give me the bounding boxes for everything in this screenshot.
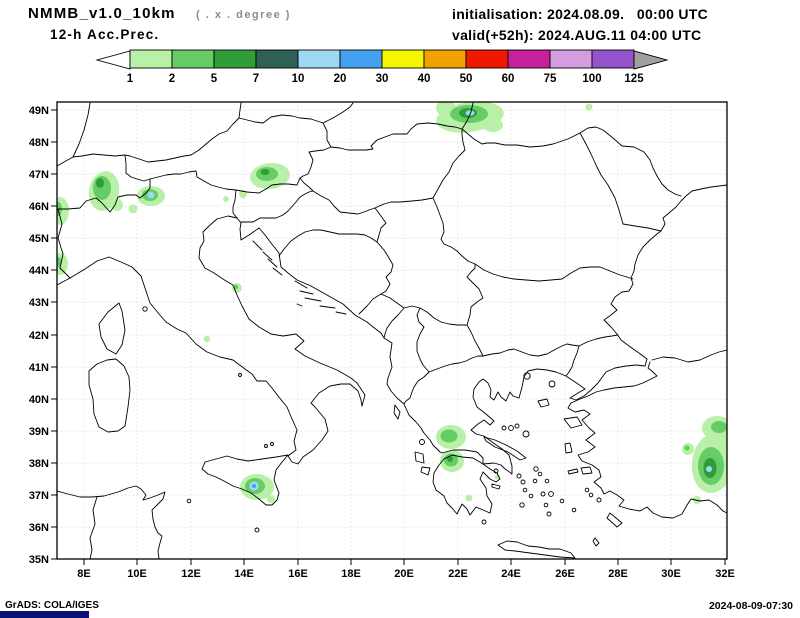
cbar-label-30: 30: [376, 73, 389, 85]
cbar-label-40: 40: [418, 73, 431, 85]
colorbar-right-arrow: [633, 50, 669, 70]
lon-label-26e: 26E: [555, 568, 575, 580]
map-frame: [56, 101, 728, 560]
footer-navy-bar: [0, 611, 89, 618]
lat-label-39n: 39N: [29, 426, 49, 438]
lat-label-49n: 49N: [29, 105, 49, 117]
cbar-label-125: 125: [624, 73, 644, 85]
lon-axis-labels: 8E 10E 12E 14E 16E 18E 20E 22E 24E 26E 2…: [77, 568, 735, 580]
lat-label-43n: 43N: [29, 297, 49, 309]
lat-label-47n: 47N: [29, 169, 49, 181]
cbar-label-1: 1: [127, 73, 134, 85]
axis-ticks: [51, 109, 726, 565]
colorbar-segments: [95, 49, 669, 70]
lat-label-35n: 35N: [29, 554, 49, 566]
precip-colorbar: 1 2 5 7 10 20 30 40 50 60 75 100 125: [95, 49, 669, 85]
lon-label-22e: 22E: [448, 568, 468, 580]
model-name: NMMB_v1.0_10km: [28, 5, 176, 22]
grid-resolution-note: ( . x . degree ): [196, 9, 291, 21]
cbar-label-10: 10: [292, 73, 305, 85]
precip-blobs: [57, 102, 727, 504]
cbar-label-50: 50: [460, 73, 473, 85]
cbar-label-5: 5: [211, 73, 218, 85]
gridlines: [57, 102, 727, 559]
lon-label-32e: 32E: [715, 568, 735, 580]
lat-axis-labels: 49N 48N 47N 46N 45N 44N 43N 42N 41N 40N …: [29, 105, 49, 566]
coastlines: [57, 184, 727, 559]
lat-label-37n: 37N: [29, 490, 49, 502]
lon-label-8e: 8E: [77, 568, 90, 580]
initialisation-time: initialisation: 2024.08.09. 00:00 UTC: [452, 6, 709, 22]
lat-label-44n: 44N: [29, 265, 49, 277]
cbar-label-2: 2: [169, 73, 175, 85]
lat-label-38n: 38N: [29, 458, 49, 470]
lat-label-45n: 45N: [29, 233, 49, 245]
cbar-label-60: 60: [502, 73, 515, 85]
product-name: 12-h Acc.Prec.: [50, 27, 160, 42]
lat-label-41n: 41N: [29, 362, 49, 374]
lon-label-14e: 14E: [234, 568, 254, 580]
lat-label-46n: 46N: [29, 201, 49, 213]
cbar-label-75: 75: [544, 73, 557, 85]
lon-label-10e: 10E: [127, 568, 147, 580]
cbar-label-20: 20: [334, 73, 347, 85]
lon-label-24e: 24E: [501, 568, 521, 580]
lat-label-48n: 48N: [29, 137, 49, 149]
valid-time: valid(+52h): 2024.AUG.11 04:00 UTC: [452, 27, 702, 43]
lon-label-20e: 20E: [394, 568, 414, 580]
islands: [142, 240, 623, 559]
country-borders: [57, 102, 682, 559]
lat-label-36n: 36N: [29, 522, 49, 534]
lon-label-18e: 18E: [341, 568, 361, 580]
colorbar-tick-labels: 1 2 5 7 10 20 30 40 50 60 75 100 125: [127, 73, 644, 85]
lon-label-16e: 16E: [288, 568, 308, 580]
lon-label-30e: 30E: [661, 568, 681, 580]
lat-label-40n: 40N: [29, 394, 49, 406]
cbar-label-7: 7: [253, 73, 259, 85]
lon-label-28e: 28E: [608, 568, 628, 580]
cbar-label-100: 100: [582, 73, 601, 85]
lat-label-42n: 42N: [29, 330, 49, 342]
creation-timestamp: 2024-08-09-07:30: [708, 600, 793, 612]
grads-credit: GrADS: COLA/IGES: [5, 600, 99, 611]
lon-label-12e: 12E: [181, 568, 201, 580]
